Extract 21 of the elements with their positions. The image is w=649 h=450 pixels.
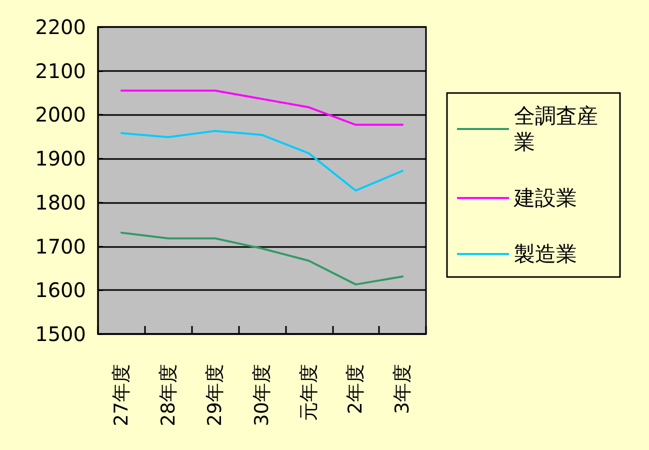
x-tick-label: 28年度 — [157, 364, 180, 426]
y-tick-label: 2200 — [35, 15, 86, 39]
y-tick-label: 1600 — [35, 278, 86, 302]
y-tick-label: 2000 — [35, 102, 86, 127]
y-tick-label: 1800 — [35, 190, 86, 214]
y-tick-label: 2100 — [35, 58, 86, 83]
x-tick-label: 2年度 — [344, 364, 367, 414]
x-tick-label: 3年度 — [392, 364, 414, 414]
x-tick-label: 30年度 — [251, 364, 273, 426]
x-tick-label: 元年度 — [298, 364, 320, 421]
legend-label: 建設業 — [513, 186, 577, 210]
line-series — [120, 232, 404, 286]
y-tick-label: 1700 — [35, 234, 86, 258]
y-tick-label: 1500 — [35, 322, 86, 346]
line-series — [120, 90, 404, 126]
legend-label: 全調査産業 — [514, 104, 598, 154]
x-tick-label: 27年度 — [110, 364, 132, 426]
legend-label: 製造業 — [514, 242, 577, 266]
x-tick-label: 29年度 — [204, 364, 226, 426]
line-series — [120, 130, 404, 192]
y-tick-label: 1900 — [35, 146, 86, 171]
